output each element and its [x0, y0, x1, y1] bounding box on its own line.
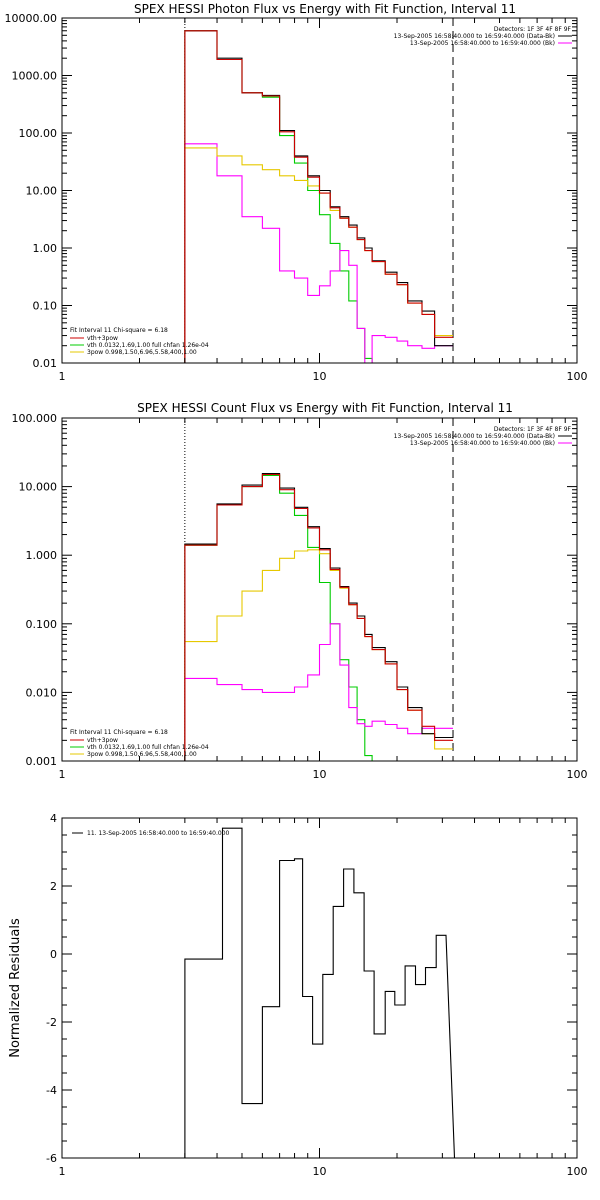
residuals-series-line: [184, 827, 456, 1158]
residuals-x-tick-label: 100: [567, 1165, 588, 1178]
photon-flux-x-tick-label: 100: [567, 370, 588, 383]
photon-flux-legend-bk-label: 13-Sep-2005 16:58:40.000 to 16:59:40.000…: [410, 40, 555, 47]
photon-flux-marks: [184, 18, 454, 363]
photon-flux-series-data: [184, 30, 453, 363]
count-flux-series-background: [184, 623, 453, 761]
count-flux-y-tick-label: 0.010: [26, 686, 58, 699]
count-flux-axes-frame: [61, 417, 578, 762]
count-flux-y-tick-label: 100.000: [12, 412, 58, 425]
count-flux-y-tick-label: 0.001: [26, 755, 58, 768]
count-flux-y-tick-label: 10.000: [19, 481, 58, 494]
photon-flux-y-tick-label: 10000.00: [5, 12, 58, 25]
count-flux-legend-model-label: vth+3pow: [87, 737, 118, 744]
residuals-y-tick-label: 0: [50, 948, 57, 961]
residuals-marks: [184, 827, 456, 1158]
photon-flux-y-tick-label: 1000.00: [12, 70, 58, 83]
photon-flux-series-vth-model: [184, 30, 373, 363]
photon-flux-legend-model-label: vth+3pow: [87, 335, 118, 342]
photon-flux-legend-vth-label: vth 0.0132,1.69,1.00 full chfan 1.26e-04: [87, 342, 209, 349]
count-flux-series-data: [184, 472, 453, 761]
count-flux-plot-area: [184, 418, 454, 761]
count-flux-series-total-model: [184, 473, 453, 761]
photon-flux-legend-data-label: 13-Sep-2005 16:58:40.000 to 16:59:40.000…: [394, 33, 555, 40]
photon-flux-y-tick-label: 0.01: [33, 357, 58, 370]
photon-flux-y-tick-label: 100.00: [19, 127, 58, 140]
photon-flux-series-total-model: [184, 30, 453, 363]
residuals-ticks: 1 10 100 -6 -4 -2 0 2 4: [46, 812, 587, 1178]
photon-flux-y-tick-label: 1.00: [33, 242, 58, 255]
count-flux-detectors-note: Detectors: 1F 3F 4F 8F 9F: [494, 426, 572, 433]
count-flux-legend-fit-info: Fit Interval 11 Chi-square = 6.18: [70, 729, 168, 736]
photon-flux-legend-fit-info: Fit Interval 11 Chi-square = 6.18: [70, 327, 168, 334]
count-flux-y-tick-label: 0.100: [26, 618, 58, 631]
count-flux-title: SPEX HESSI Count Flux vs Energy with Fit…: [137, 401, 513, 415]
photon-flux-legend-3pow-label: 3pow 0.998,1.50,6.96,5.58,400,1.00: [87, 349, 197, 356]
photon-flux-detectors-note: Detectors: 1F 3F 4F 8F 9F: [494, 26, 572, 33]
count-flux-panel: SPEX HESSI Count Flux vs Energy with Fit…: [12, 401, 588, 781]
photon-flux-series-background: [184, 143, 453, 363]
count-flux-y-tick-label: 1.000: [26, 549, 58, 562]
residuals-legend-label: 11. 13-Sep-2005 16:58:40.000 to 16:59:40…: [87, 830, 230, 837]
count-flux-legend-bk-label: 13-Sep-2005 16:58:40.000 to 16:59:40.000…: [410, 440, 555, 447]
residuals-axes-frame: [61, 817, 578, 1159]
residuals-x-tick-label: 1: [59, 1165, 66, 1178]
residuals-plot-area: [184, 827, 456, 1158]
count-flux-x-tick-label: 10: [313, 768, 327, 781]
count-flux-marks: [184, 418, 454, 761]
count-flux-x-tick-label: 100: [567, 768, 588, 781]
residuals-x-tick-label: 10: [313, 1165, 327, 1178]
count-flux-ticks: 1 10 100 0.001 0.010 0.100 1.000 10.000 100.000: [12, 412, 588, 781]
count-flux-legend-data-label: 13-Sep-2005 16:58:40.000 to 16:59:40.000…: [394, 433, 555, 440]
photon-flux-x-tick-label: 1: [59, 370, 66, 383]
residuals-y-tick-label: -6: [46, 1152, 57, 1165]
photon-flux-title: SPEX HESSI Photon Flux vs Energy with Fi…: [134, 2, 516, 16]
photon-flux-plot-area: [184, 18, 454, 363]
count-flux-x-tick-label: 1: [59, 768, 66, 781]
photon-flux-x-tick-label: 10: [313, 370, 327, 383]
count-flux-legend-3pow-label: 3pow 0.998,1.50,6.96,5.58,400,1.00: [87, 751, 197, 758]
residuals-y-tick-label: -2: [46, 1016, 57, 1029]
residuals-y-tick-label: 2: [50, 880, 57, 893]
photon-flux-panel: SPEX HESSI Photon Flux vs Energy with Fi…: [5, 2, 588, 383]
photon-flux-ticks: 1 10 100 0.01 0.10 1.00 10.00 100.00 1000.00 1000…: [5, 12, 588, 383]
photon-flux-y-tick-label: 0.10: [33, 300, 58, 313]
count-flux-legend-vth-label: vth 0.0132,1.69,1.00 full chfan 1.26e-04: [87, 744, 209, 751]
photon-flux-y-tick-label: 10.00: [26, 185, 58, 198]
residuals-y-tick-label: 4: [50, 812, 57, 825]
residuals-ylabel: Normalized Residuals: [8, 918, 23, 1058]
residuals-y-tick-label: -4: [46, 1084, 57, 1097]
residuals-panel: 1 10 100 -6 -4 -2 0 2 4 Normalized Residuals 11.…: [8, 812, 588, 1178]
